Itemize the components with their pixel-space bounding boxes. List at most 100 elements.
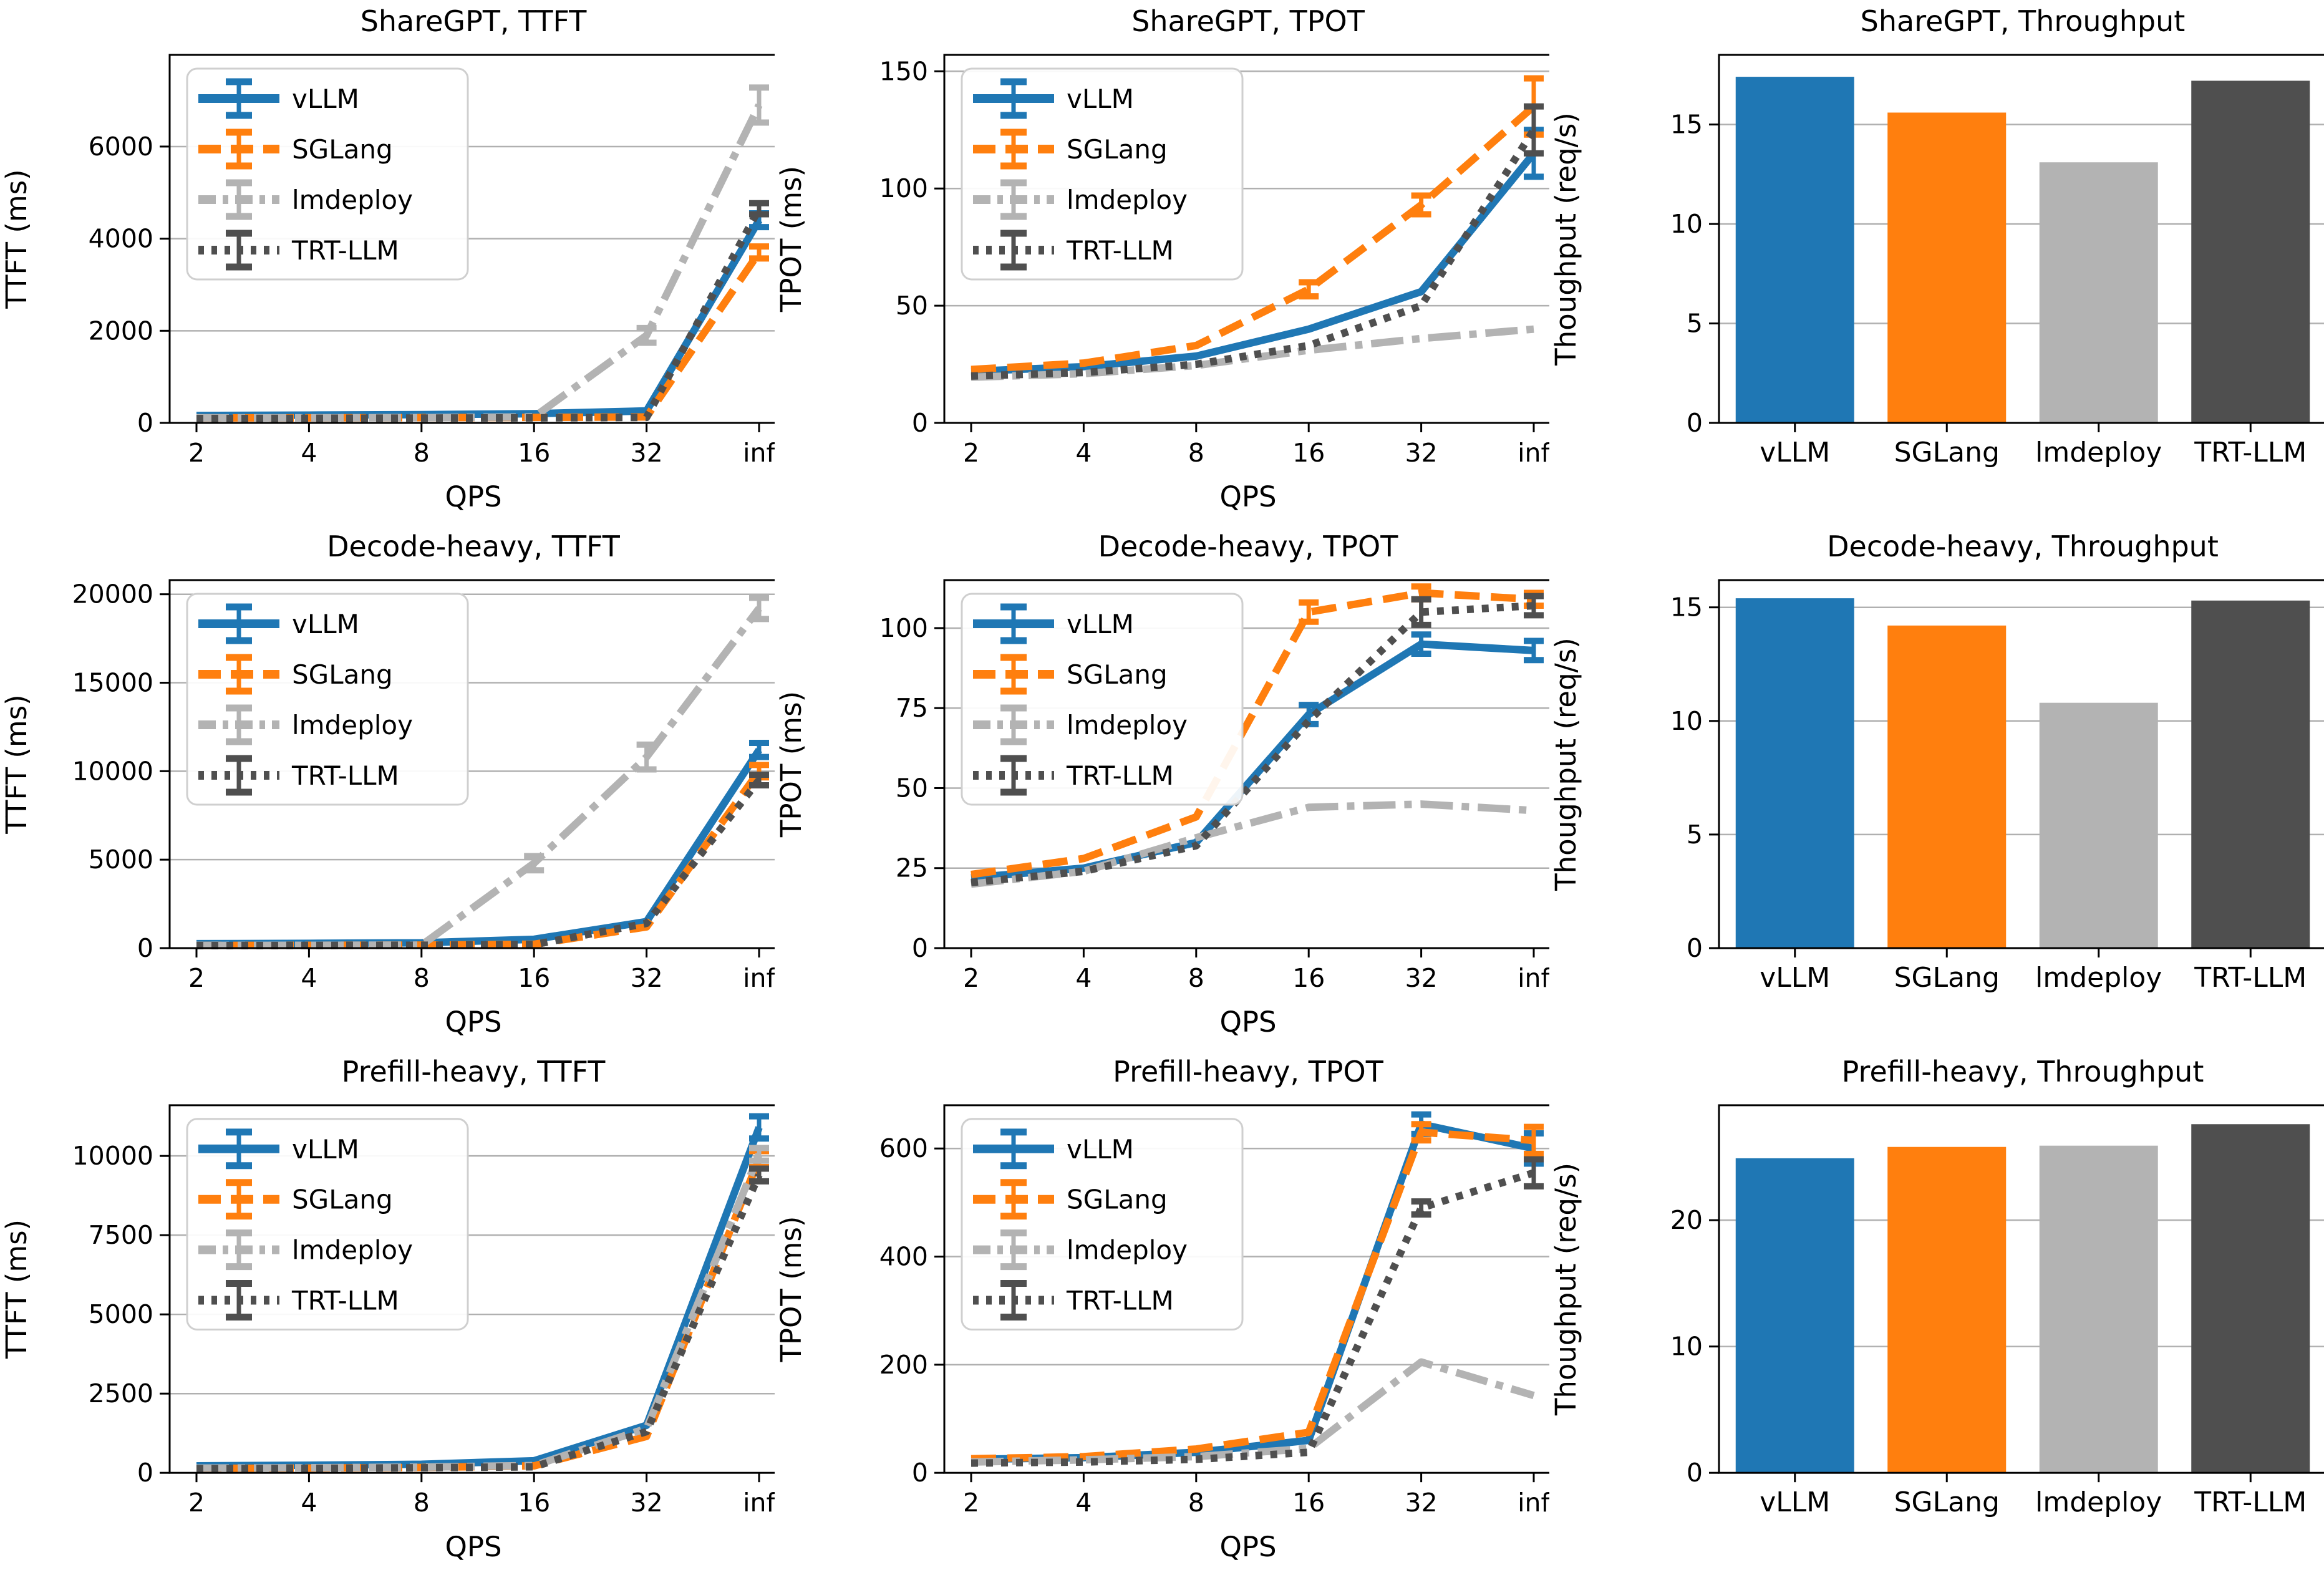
bar-category-label: SGLang (1894, 1486, 2000, 1518)
series-line-sglang (971, 589, 1534, 878)
bar-category-label: lmdeploy (2035, 437, 2162, 468)
legend-box (961, 67, 1244, 281)
y-tick-label: 100 (879, 613, 928, 643)
chart-prefill-heavy-ttft: 0 2500 5000 7500 10000 Prefill-heavy, TTFT QPS… (0, 1055, 775, 1563)
bar-category-label: vLLM (1760, 962, 1830, 994)
legend-label: lmdeploy (1067, 185, 1188, 215)
y-tick-label: 10 (1670, 209, 1703, 239)
x-tick-label: 8 (1188, 963, 1204, 993)
series-line-lmdeploy (971, 325, 1534, 381)
y-tick-label: 5000 (89, 1299, 153, 1329)
y-tick-label: 10000 (72, 756, 153, 786)
x-tick-label: 16 (518, 963, 550, 993)
x-tick-label: 2 (188, 1488, 205, 1518)
chart-cell: 0 25 50 75 100 Decode-heavy, TPOT QPS TPOT (ms)… (775, 525, 1549, 1050)
chart-title: Decode-heavy, TPOT (1098, 530, 1399, 563)
legend-box (961, 593, 1244, 806)
y-tick-label: 15 (1670, 593, 1703, 623)
x-tick-label: 2 (188, 963, 205, 993)
y-axis-label: TTFT (ms) (0, 694, 33, 834)
bar-lmdeploy (2039, 162, 2158, 423)
bar-vllm (1735, 1158, 1854, 1473)
series-line-trt-llm (971, 128, 1537, 380)
y-tick-label: 50 (896, 773, 928, 803)
legend-label: SGLang (1067, 1185, 1168, 1215)
bar-trt-llm (2191, 80, 2310, 423)
chart-cell: 0 50 100 150 ShareGPT, TPOT QPS TPOT (ms) 2 4 8 16… (775, 0, 1549, 525)
bar-lmdeploy (2039, 702, 2158, 948)
x-tick-label: 4 (1075, 438, 1092, 468)
chart-cell: 0 5 10 15 Decode-heavy, Throughput Thoughput … (1549, 525, 2324, 1050)
series-line-trt-llm (196, 206, 763, 422)
plot-border (943, 1104, 1549, 1474)
chart-title: Decode-heavy, Throughput (1827, 530, 2219, 563)
bar-category-label: TRT-LLM (2194, 437, 2307, 468)
plot-border (943, 579, 1549, 949)
bar-category-label: lmdeploy (2035, 962, 2162, 994)
x-tick-label: 2 (963, 1488, 979, 1518)
x-tick-label: 4 (1075, 1488, 1092, 1518)
bar-category-label: lmdeploy (2035, 1486, 2162, 1518)
y-tick-label: 0 (1687, 1458, 1703, 1488)
chart-sharegpt-ttft: 0 2000 4000 6000 ShareGPT, TTFT QPS TTFT (ms) 2… (0, 4, 775, 513)
y-tick-label: 200 (879, 1350, 928, 1380)
x-tick-label: 16 (1292, 963, 1325, 993)
bar-sglang (1887, 1146, 2007, 1473)
bar-trt-llm (2191, 600, 2310, 948)
x-tick-label: inf (743, 963, 775, 993)
x-tick-label: inf (743, 1488, 775, 1518)
chart-decode-heavy-tpot: 0 25 50 75 100 Decode-heavy, TPOT QPS TPOT (ms)… (775, 530, 1549, 1039)
chart-cell: 0 2500 5000 7500 10000 Prefill-heavy, TTFT QPS… (0, 1050, 775, 1575)
plot-border (1718, 54, 2324, 424)
y-axis-label: TPOT (ms) (775, 691, 808, 838)
x-axis-label: QPS (1219, 1530, 1276, 1563)
x-tick-label: 4 (301, 438, 317, 468)
legend-label: TRT-LLM (291, 760, 399, 791)
chart-sharegpt-throughput: 0 5 10 15 ShareGPT, Throughput Thoughput (req… (1549, 4, 2324, 468)
x-tick-label: 4 (1075, 963, 1092, 993)
series-line-lmdeploy (196, 1153, 763, 1472)
chart-title: ShareGPT, TPOT (1131, 4, 1365, 38)
chart-cell: 0 2000 4000 6000 ShareGPT, TTFT QPS TTFT (ms) 2… (0, 0, 775, 525)
x-tick-label: 4 (301, 1488, 317, 1518)
legend-label: SGLang (292, 659, 393, 690)
legend-box (961, 1118, 1244, 1330)
bar-sglang (1887, 112, 2007, 423)
chart-title: Prefill-heavy, TPOT (1113, 1055, 1384, 1088)
y-tick-label: 100 (879, 173, 928, 203)
x-axis-label: QPS (445, 1530, 501, 1563)
chart-decode-heavy-throughput: 0 5 10 15 Decode-heavy, Throughput Thoughput … (1549, 530, 2324, 994)
y-tick-label: 20000 (72, 579, 153, 609)
y-tick-label: 5 (1687, 309, 1703, 339)
y-tick-label: 2500 (89, 1379, 153, 1408)
legend-box (186, 1118, 469, 1330)
y-tick-label: 15 (1670, 110, 1703, 140)
bar-vllm (1735, 598, 1854, 948)
legend-label: TRT-LLM (1066, 235, 1174, 266)
x-tick-label: 2 (188, 438, 205, 468)
y-axis-label: Thoughput (req/s) (1549, 637, 1582, 891)
bar-category-label: vLLM (1760, 437, 1830, 468)
x-tick-label: 16 (518, 1488, 550, 1518)
legend-label: lmdeploy (1067, 710, 1188, 740)
legend-label: lmdeploy (292, 710, 413, 740)
plot-border (943, 54, 1549, 424)
legend-label: vLLM (1067, 1134, 1134, 1165)
plot-border (1718, 579, 2324, 949)
y-tick-label: 5 (1687, 820, 1703, 850)
y-tick-label: 400 (879, 1242, 928, 1272)
y-axis-label: Thoughput (req/s) (1549, 1163, 1582, 1416)
legend-label: TRT-LLM (1066, 1286, 1174, 1316)
x-tick-label: 16 (1292, 1488, 1325, 1518)
x-tick-label: 2 (963, 438, 979, 468)
chart-prefill-heavy-throughput: 0 10 20 Prefill-heavy, Throughput Thoughput … (1549, 1055, 2324, 1518)
series-line-trt-llm (971, 1169, 1535, 1467)
legend-label: SGLang (1067, 134, 1168, 165)
legend-label: SGLang (292, 1185, 393, 1215)
legend-box (186, 67, 469, 281)
chart-prefill-heavy-tpot: 0 200 400 600 Prefill-heavy, TPOT QPS TPOT (ms… (775, 1055, 1549, 1563)
y-tick-label: 0 (137, 408, 153, 438)
bar-sglang (1887, 625, 2007, 948)
legend-label: vLLM (1067, 84, 1134, 114)
y-tick-label: 0 (137, 933, 153, 963)
